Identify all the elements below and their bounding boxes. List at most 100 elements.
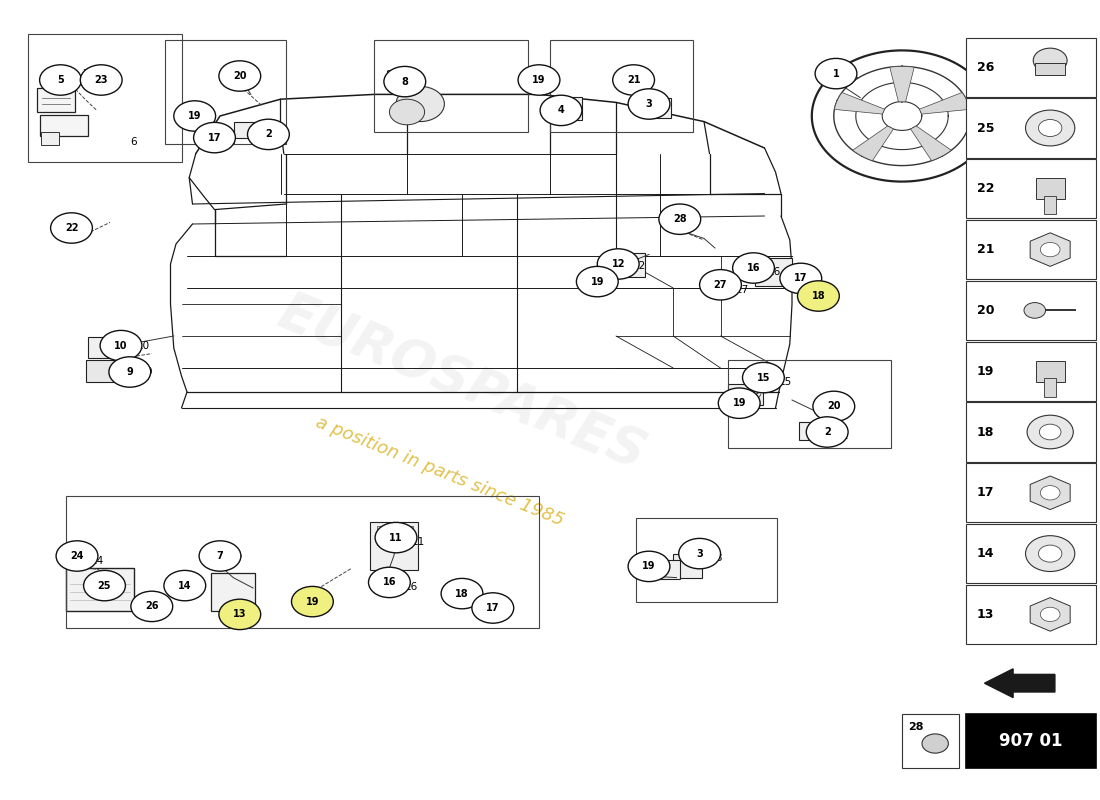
Polygon shape <box>1031 233 1070 266</box>
FancyBboxPatch shape <box>966 220 1096 279</box>
Text: 24: 24 <box>70 551 84 561</box>
Text: 25: 25 <box>977 122 994 134</box>
Text: 6: 6 <box>130 138 136 147</box>
Text: 13: 13 <box>233 610 246 619</box>
Text: 18: 18 <box>455 589 469 598</box>
Circle shape <box>56 541 98 571</box>
Text: 3: 3 <box>646 99 652 109</box>
Text: 8: 8 <box>385 70 392 80</box>
Text: 17: 17 <box>794 274 807 283</box>
Text: 16: 16 <box>747 263 760 273</box>
Text: 21: 21 <box>627 75 640 85</box>
Circle shape <box>597 249 639 279</box>
FancyArrow shape <box>984 669 1055 698</box>
Circle shape <box>1027 415 1074 449</box>
FancyBboxPatch shape <box>799 422 832 440</box>
Text: 16: 16 <box>405 582 418 592</box>
FancyBboxPatch shape <box>736 260 760 279</box>
Text: 27: 27 <box>714 280 727 290</box>
Text: 19: 19 <box>188 111 201 121</box>
Circle shape <box>613 65 654 95</box>
Polygon shape <box>911 126 952 161</box>
FancyBboxPatch shape <box>219 134 234 143</box>
FancyBboxPatch shape <box>553 97 582 120</box>
Text: 907 01: 907 01 <box>999 732 1063 750</box>
Circle shape <box>1041 607 1060 622</box>
Circle shape <box>292 586 333 617</box>
Text: 17: 17 <box>977 486 994 499</box>
Text: 18: 18 <box>977 426 994 438</box>
Circle shape <box>194 122 235 153</box>
Text: 17: 17 <box>208 133 221 142</box>
FancyBboxPatch shape <box>1035 63 1065 74</box>
Text: 10: 10 <box>136 341 150 350</box>
Text: 23: 23 <box>82 69 96 78</box>
FancyBboxPatch shape <box>966 159 1096 218</box>
FancyBboxPatch shape <box>645 98 671 118</box>
Text: 3: 3 <box>696 549 703 558</box>
Text: 19: 19 <box>532 75 546 85</box>
Text: 19: 19 <box>642 562 656 571</box>
Circle shape <box>1041 486 1060 500</box>
Circle shape <box>679 538 721 569</box>
Circle shape <box>375 522 417 553</box>
FancyBboxPatch shape <box>1036 361 1065 382</box>
FancyBboxPatch shape <box>37 88 75 112</box>
FancyBboxPatch shape <box>404 526 412 545</box>
Polygon shape <box>1031 598 1070 631</box>
Text: 20: 20 <box>977 304 994 317</box>
Text: 27: 27 <box>735 285 748 294</box>
Text: 2: 2 <box>265 130 272 139</box>
Circle shape <box>576 266 618 297</box>
Polygon shape <box>1031 476 1070 510</box>
FancyBboxPatch shape <box>386 526 395 545</box>
FancyBboxPatch shape <box>966 38 1096 97</box>
Circle shape <box>100 330 142 361</box>
FancyBboxPatch shape <box>966 524 1096 583</box>
Text: 10: 10 <box>114 341 128 350</box>
FancyBboxPatch shape <box>370 522 418 570</box>
Circle shape <box>815 58 857 89</box>
Text: 4: 4 <box>543 99 550 109</box>
Text: 23: 23 <box>95 75 108 85</box>
Text: 12: 12 <box>632 261 646 270</box>
Circle shape <box>518 65 560 95</box>
Text: 20: 20 <box>233 71 246 81</box>
Circle shape <box>780 263 822 294</box>
FancyBboxPatch shape <box>1045 196 1056 214</box>
Circle shape <box>219 61 261 91</box>
Polygon shape <box>920 93 969 114</box>
Circle shape <box>396 86 444 122</box>
Circle shape <box>659 204 701 234</box>
Text: 18: 18 <box>812 291 825 301</box>
Text: 2: 2 <box>282 130 288 139</box>
FancyBboxPatch shape <box>41 132 59 145</box>
Text: 8: 8 <box>402 77 408 86</box>
Circle shape <box>922 734 948 753</box>
Circle shape <box>813 391 855 422</box>
Text: 24: 24 <box>90 556 103 566</box>
FancyBboxPatch shape <box>1036 178 1065 199</box>
FancyBboxPatch shape <box>673 554 702 578</box>
Circle shape <box>389 99 425 125</box>
Text: 16: 16 <box>383 578 396 587</box>
Text: 12: 12 <box>612 259 625 269</box>
FancyBboxPatch shape <box>728 384 763 405</box>
FancyBboxPatch shape <box>234 122 265 138</box>
Circle shape <box>1024 302 1045 318</box>
Circle shape <box>199 541 241 571</box>
Text: 13: 13 <box>977 608 994 621</box>
Circle shape <box>51 213 92 243</box>
Text: 3: 3 <box>662 103 669 113</box>
FancyBboxPatch shape <box>86 360 128 382</box>
Text: 7: 7 <box>235 555 242 565</box>
Circle shape <box>131 591 173 622</box>
Text: 19: 19 <box>977 365 994 378</box>
FancyBboxPatch shape <box>966 98 1096 158</box>
FancyBboxPatch shape <box>66 568 134 611</box>
Text: 19: 19 <box>591 277 604 286</box>
FancyBboxPatch shape <box>88 337 128 358</box>
Text: a position in parts since 1985: a position in parts since 1985 <box>314 414 566 530</box>
Circle shape <box>40 65 81 95</box>
Text: 5: 5 <box>57 75 64 85</box>
